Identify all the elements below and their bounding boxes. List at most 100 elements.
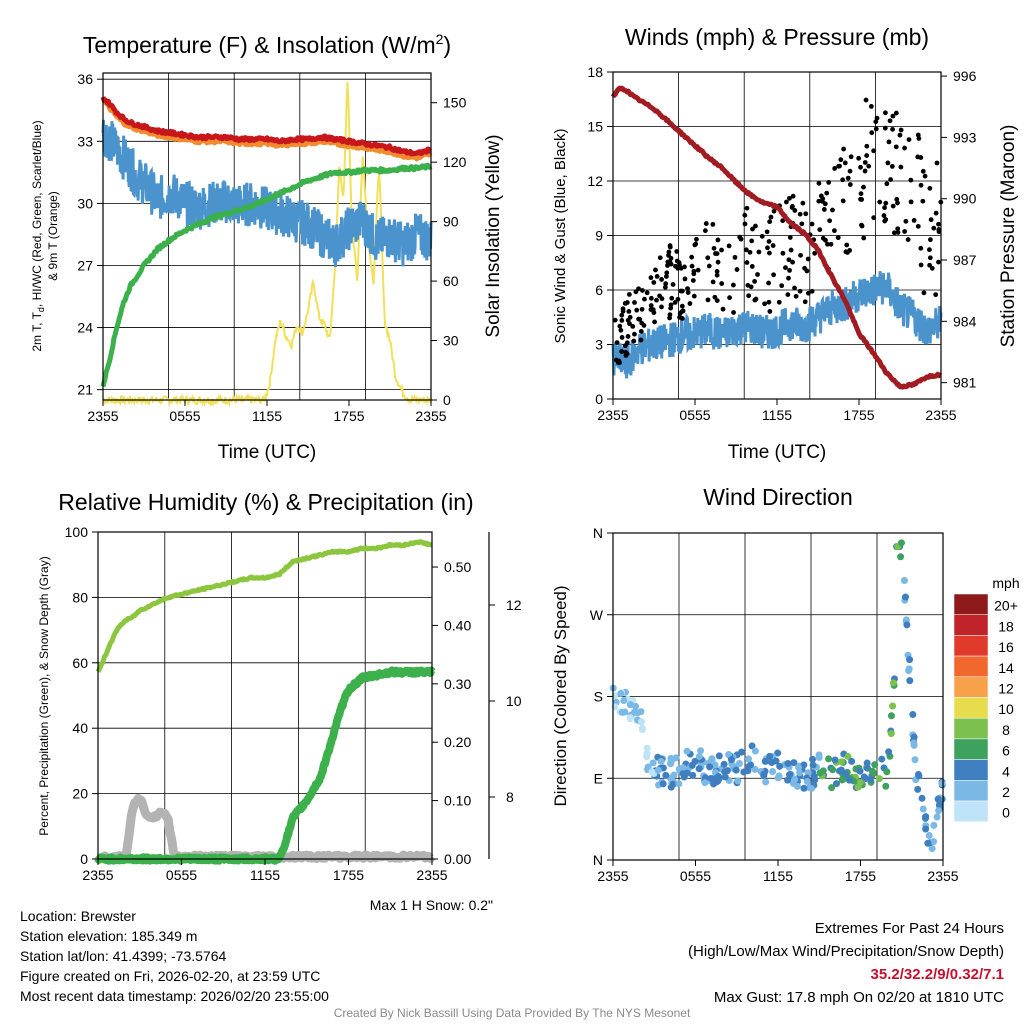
direction-point (921, 814, 929, 822)
data-timestamp: Most recent data timestamp: 2026/02/20 2… (20, 988, 329, 1004)
gust-point (832, 166, 838, 171)
gust-point (626, 292, 632, 297)
gust-point (809, 221, 815, 227)
rh-x-tick-label: 0555 (166, 867, 197, 883)
gust-point (840, 198, 846, 204)
direction-point (632, 702, 640, 710)
gust-point (612, 317, 618, 323)
direction-point (706, 763, 714, 771)
legend-title: mph (992, 575, 1019, 591)
gust-point (918, 262, 924, 268)
gust-point (933, 292, 939, 298)
wind-y-tick-label: 9 (595, 228, 603, 244)
gust-point (653, 267, 658, 273)
direction-point (935, 807, 943, 815)
gust-point (891, 230, 897, 236)
direction-point (815, 754, 823, 762)
direction-point (738, 748, 746, 756)
extremes-box: Extremes For Past 24 Hours (High/Low/Max… (688, 917, 1004, 1009)
direction-point (675, 780, 683, 788)
gust-point (936, 221, 941, 227)
gust-point (877, 199, 883, 205)
gust-point (816, 180, 822, 186)
gust-point (746, 293, 752, 299)
gust-point (905, 237, 911, 242)
direction-point (751, 765, 759, 773)
gust-point (890, 126, 895, 132)
direction-point (919, 805, 927, 813)
gust-point (928, 217, 934, 223)
gust-point (619, 318, 625, 323)
gust-point (898, 127, 904, 133)
gust-point (787, 267, 792, 273)
gust-point (710, 221, 716, 227)
gust-point (706, 263, 712, 269)
rh-y-tick-label: 20 (72, 786, 88, 802)
gust-point (744, 260, 750, 265)
gust-point (885, 160, 891, 166)
legend-swatch (953, 717, 989, 740)
temp-y-tick-label: 30 (77, 195, 93, 211)
gust-point (785, 292, 791, 297)
gust-point (805, 290, 811, 296)
direction-point (925, 831, 933, 839)
direction-point (889, 679, 897, 687)
gust-point (873, 119, 879, 125)
station-latlon: Station lat/lon: 41.4399; -73.5764 (20, 948, 227, 964)
gust-point (767, 250, 772, 256)
humidity-precipitation-chart: 2355 0555 1155 1755 23550204060801000.000.10… (37, 489, 522, 883)
gust-point (799, 221, 805, 227)
gust-point (841, 146, 846, 152)
gust-point (727, 295, 732, 301)
gust-point (871, 148, 877, 154)
dir-chart-title: Wind Direction (703, 484, 853, 510)
direction-point (740, 768, 748, 776)
wind-y-tick-label: 12 (587, 173, 603, 189)
gust-point (637, 316, 643, 322)
gust-point (691, 293, 697, 299)
direction-point (809, 755, 817, 763)
gust-point (888, 177, 894, 182)
insolation-y-tick-label: 60 (443, 273, 459, 289)
gust-point (626, 308, 632, 314)
gust-point (749, 264, 755, 269)
direction-point (751, 747, 759, 755)
direction-point (854, 783, 862, 791)
pressure-y-tick-label: 996 (953, 68, 977, 84)
dir-y-tick-label: N (593, 525, 603, 541)
temp-2m-line (100, 96, 433, 157)
gust-point (674, 249, 680, 254)
direction-point (875, 775, 883, 783)
direction-point (643, 750, 651, 758)
direction-point (845, 776, 853, 784)
temp-y-label-line2: & 9m T (Orange) (46, 191, 60, 281)
legend-label: 2 (1002, 784, 1010, 800)
direction-point (648, 768, 656, 776)
pressure-y-tick-label: 987 (953, 252, 977, 268)
gust-point (705, 255, 711, 261)
gust-point (694, 236, 699, 242)
direction-point (910, 733, 918, 741)
gust-point (767, 219, 773, 225)
legend-swatch (953, 655, 989, 678)
gust-point (737, 234, 743, 240)
gust-point (804, 268, 810, 274)
dewpoint-line (100, 162, 433, 388)
gust-point (663, 281, 669, 287)
gust-point (711, 245, 717, 251)
gust-point (765, 245, 770, 251)
pressure-y-tick-label: 984 (953, 313, 977, 329)
legend-label: 6 (1002, 743, 1010, 759)
gust-point (864, 143, 870, 149)
direction-point (832, 780, 840, 788)
direction-point (715, 773, 723, 781)
gust-point (662, 284, 668, 290)
gust-point (882, 205, 887, 211)
gust-point (648, 307, 654, 312)
direction-point (930, 821, 938, 829)
direction-point (915, 772, 923, 780)
gust-point (732, 254, 738, 260)
direction-point (796, 769, 804, 777)
gust-point (803, 211, 809, 217)
precip-y-tick-label: 0.40 (444, 617, 471, 633)
